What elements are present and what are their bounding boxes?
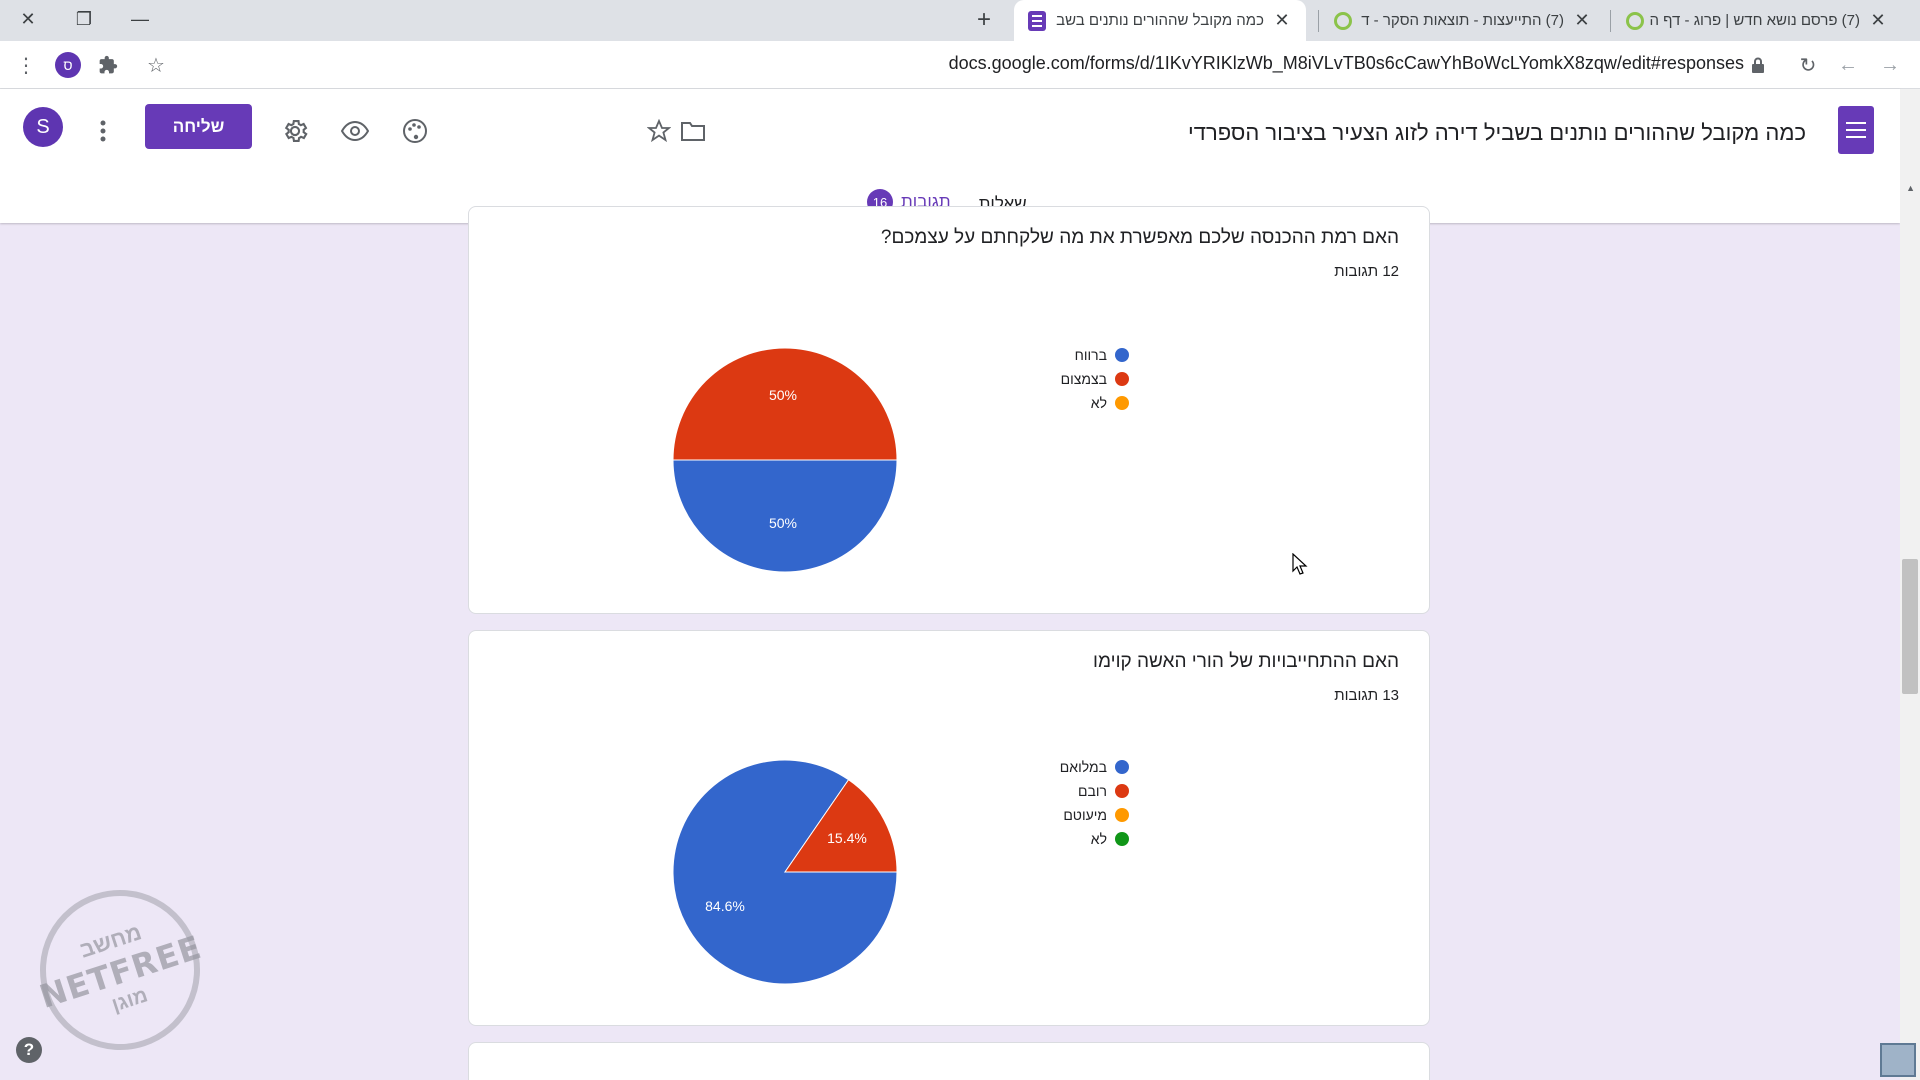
question-card-2: האם ההתחייבויות של הורי האשה קוימו 13 תג… — [468, 630, 1430, 1026]
window-minimize-icon[interactable]: — — [131, 8, 149, 29]
prog-favicon-icon — [1626, 11, 1644, 30]
browser-menu-icon[interactable]: ⋮ — [16, 54, 36, 77]
legend-dot — [1115, 760, 1129, 774]
legend-label: בצמצום — [1060, 371, 1107, 387]
response-count: 13 תגובות — [1334, 687, 1399, 704]
question-card-3 — [468, 1042, 1430, 1080]
forms-logo-icon[interactable] — [1838, 106, 1874, 154]
scrollbar-thumb[interactable] — [1902, 559, 1918, 694]
legend-item[interactable]: ברווח — [1061, 343, 1129, 367]
browser-tab-strip: ✕ ❐ — + כמה מקובל שההורים נותנים בשב ✕ (… — [0, 0, 1920, 41]
pie-chart-2: 84.6% 15.4% — [672, 759, 898, 985]
forward-arrow-icon[interactable]: → — [1880, 53, 1900, 76]
slice-label: 50% — [769, 515, 797, 531]
netfree-watermark-logo: מחשב NETFREE מוגן — [19, 869, 221, 1071]
account-avatar[interactable]: S — [23, 107, 63, 147]
tab-close-icon[interactable]: ✕ — [1870, 10, 1886, 30]
form-title[interactable]: כמה מקובל שההורים נותנים בשביל דירה לזוג… — [1188, 120, 1806, 145]
legend-item[interactable]: רובם — [1060, 779, 1129, 803]
send-button[interactable]: שליחה — [145, 104, 252, 149]
pie-slice-2[interactable] — [672, 347, 898, 461]
tab-separator — [1318, 10, 1319, 32]
reload-icon[interactable]: ↻ — [1799, 54, 1817, 77]
legend-label: מיעוטם — [1063, 807, 1107, 823]
tab-close-icon[interactable]: ✕ — [1574, 10, 1590, 30]
back-arrow-icon[interactable]: ← — [1838, 53, 1858, 76]
preview-eye-icon[interactable] — [338, 114, 372, 148]
new-tab-icon[interactable]: + — [976, 6, 991, 33]
move-to-folder-icon[interactable] — [676, 114, 710, 148]
legend-dot — [1115, 832, 1129, 846]
pie-chart-1: 50% 50% — [672, 347, 898, 573]
forms-favicon-icon — [1028, 10, 1046, 31]
prog-favicon-icon — [1334, 11, 1352, 30]
more-options-icon[interactable] — [86, 114, 120, 148]
slice-label: 84.6% — [705, 898, 745, 914]
address-bar[interactable]: docs.google.com/forms/d/1IKvYRIKlzWb_M8i… — [948, 53, 1744, 73]
tab-title: כמה מקובל שההורים נותנים בשב — [1056, 12, 1264, 29]
tab-title: (7) פרסם נושא חדש | פרוג - דף ה — [1649, 12, 1860, 29]
tab-title: (7) התייעצות - תוצאות הסקר - ד — [1361, 12, 1564, 29]
legend-label: לא — [1090, 831, 1107, 847]
mouse-cursor-icon — [1292, 553, 1308, 575]
tab-separator — [1610, 10, 1611, 32]
response-count: 12 תגובות — [1334, 263, 1399, 280]
legend-label: ברווח — [1074, 347, 1107, 363]
question-card-1: האם רמת ההכנסה שלכם מאפשרת את מה שלקחתם … — [468, 206, 1430, 614]
legend-item[interactable]: במלואם — [1060, 755, 1129, 779]
legend-dot — [1115, 396, 1129, 410]
legend-dot — [1115, 808, 1129, 822]
browser-toolbar: ⋮ ס ☆ docs.google.com/forms/d/1IKvYRIKlz… — [0, 41, 1920, 89]
legend-item[interactable]: בצמצום — [1061, 367, 1129, 391]
legend-dot — [1115, 348, 1129, 362]
browser-tab-forms[interactable]: כמה מקובל שההורים נותנים בשב ✕ — [1014, 0, 1306, 41]
chart-legend: ברווח בצמצום לא — [1061, 343, 1129, 415]
legend-label: רובם — [1078, 783, 1107, 799]
help-icon[interactable]: ? — [16, 1037, 42, 1063]
pie-slice-2[interactable] — [784, 779, 898, 873]
pie-slices — [672, 759, 898, 985]
forms-header: כמה מקובל שההורים נותנים בשביל דירה לזוג… — [0, 89, 1900, 223]
window-close-icon[interactable]: ✕ — [20, 8, 36, 29]
question-title: האם רמת ההכנסה שלכם מאפשרת את מה שלקחתם … — [880, 227, 1399, 248]
scroll-up-arrow-icon[interactable]: ▲ — [1906, 183, 1915, 193]
star-icon[interactable] — [642, 114, 676, 148]
palette-icon[interactable] — [398, 114, 432, 148]
tab-close-icon[interactable]: ✕ — [1274, 10, 1290, 30]
settings-gear-icon[interactable] — [278, 114, 312, 148]
legend-label: לא — [1090, 395, 1107, 411]
browser-tab-survey[interactable]: (7) התייעצות - תוצאות הסקר - ד ✕ — [1320, 0, 1606, 41]
profile-initial: ס — [55, 52, 81, 78]
browser-tab-prog[interactable]: (7) פרסם נושא חדש | פרוג - דף ה ✕ — [1612, 0, 1902, 41]
pie-slices — [672, 347, 898, 573]
extensions-icon[interactable] — [92, 49, 124, 81]
profile-icon[interactable]: ס — [52, 49, 84, 81]
legend-dot — [1115, 784, 1129, 798]
bookmark-star-icon[interactable]: ☆ — [147, 54, 165, 77]
legend-label: במלואם — [1059, 759, 1107, 775]
pie-slice-1[interactable] — [672, 459, 898, 573]
legend-dot — [1115, 372, 1129, 386]
page-scrollbar[interactable]: ▲ — [1900, 89, 1920, 1080]
slice-label: 15.4% — [827, 830, 867, 846]
legend-item[interactable]: לא — [1060, 827, 1129, 851]
slice-label: 50% — [769, 387, 797, 403]
chart-legend: במלואם רובם מיעוטם לא — [1060, 755, 1129, 851]
window-restore-icon[interactable]: ❐ — [75, 8, 93, 29]
legend-item[interactable]: מיעוטם — [1060, 803, 1129, 827]
legend-item[interactable]: לא — [1061, 391, 1129, 415]
question-title: האם ההתחייבויות של הורי האשה קוימו — [1093, 651, 1399, 672]
taskbar-app-icon[interactable] — [1880, 1043, 1916, 1077]
lock-icon — [1742, 49, 1774, 81]
